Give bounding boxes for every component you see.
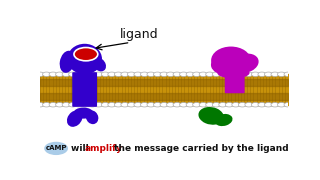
Circle shape bbox=[225, 103, 233, 107]
Circle shape bbox=[114, 72, 122, 76]
Circle shape bbox=[245, 72, 253, 76]
Text: the message carried by the ligand: the message carried by the ligand bbox=[111, 144, 289, 153]
Circle shape bbox=[62, 72, 70, 76]
Circle shape bbox=[49, 72, 57, 76]
Circle shape bbox=[264, 72, 272, 76]
Circle shape bbox=[252, 103, 259, 107]
Circle shape bbox=[160, 72, 168, 76]
Ellipse shape bbox=[67, 110, 83, 127]
Circle shape bbox=[134, 72, 142, 76]
Circle shape bbox=[121, 72, 129, 76]
Circle shape bbox=[173, 103, 181, 107]
Circle shape bbox=[238, 103, 246, 107]
Circle shape bbox=[95, 72, 103, 76]
Circle shape bbox=[238, 72, 246, 76]
Circle shape bbox=[56, 72, 64, 76]
Circle shape bbox=[101, 103, 109, 107]
Circle shape bbox=[193, 103, 201, 107]
Circle shape bbox=[62, 103, 70, 107]
Circle shape bbox=[56, 103, 64, 107]
Circle shape bbox=[166, 72, 174, 76]
Ellipse shape bbox=[211, 58, 231, 74]
Circle shape bbox=[225, 72, 233, 76]
Circle shape bbox=[166, 103, 174, 107]
Circle shape bbox=[127, 103, 135, 107]
Circle shape bbox=[232, 103, 240, 107]
Circle shape bbox=[258, 72, 266, 76]
Circle shape bbox=[88, 103, 96, 107]
Circle shape bbox=[264, 103, 272, 107]
Ellipse shape bbox=[211, 47, 251, 74]
Circle shape bbox=[180, 72, 188, 76]
Circle shape bbox=[212, 103, 220, 107]
FancyBboxPatch shape bbox=[225, 74, 244, 93]
Circle shape bbox=[75, 103, 83, 107]
Circle shape bbox=[140, 103, 148, 107]
FancyBboxPatch shape bbox=[72, 72, 97, 107]
Circle shape bbox=[82, 72, 90, 76]
Circle shape bbox=[277, 103, 285, 107]
Circle shape bbox=[101, 72, 109, 76]
Text: cAMP: cAMP bbox=[45, 145, 67, 151]
Ellipse shape bbox=[67, 44, 102, 74]
Ellipse shape bbox=[217, 67, 250, 78]
Circle shape bbox=[173, 72, 181, 76]
Circle shape bbox=[36, 72, 44, 76]
Circle shape bbox=[284, 103, 292, 107]
Text: will: will bbox=[70, 144, 92, 153]
Circle shape bbox=[180, 103, 188, 107]
Ellipse shape bbox=[86, 110, 98, 124]
Circle shape bbox=[186, 72, 194, 76]
Circle shape bbox=[160, 103, 168, 107]
Circle shape bbox=[108, 103, 116, 107]
Circle shape bbox=[140, 72, 148, 76]
Circle shape bbox=[271, 103, 279, 107]
Circle shape bbox=[127, 72, 135, 76]
Circle shape bbox=[147, 72, 155, 76]
Circle shape bbox=[186, 103, 194, 107]
Circle shape bbox=[44, 142, 68, 155]
Circle shape bbox=[36, 103, 44, 107]
Circle shape bbox=[69, 72, 76, 76]
Circle shape bbox=[199, 72, 207, 76]
Circle shape bbox=[193, 72, 201, 76]
Circle shape bbox=[43, 72, 51, 76]
Circle shape bbox=[75, 72, 83, 76]
Circle shape bbox=[121, 103, 129, 107]
Circle shape bbox=[284, 72, 292, 76]
Circle shape bbox=[154, 72, 162, 76]
Circle shape bbox=[232, 72, 240, 76]
Ellipse shape bbox=[198, 107, 224, 125]
Ellipse shape bbox=[93, 58, 106, 71]
Ellipse shape bbox=[214, 114, 233, 126]
Text: amplify: amplify bbox=[84, 144, 123, 153]
Circle shape bbox=[258, 103, 266, 107]
Circle shape bbox=[49, 103, 57, 107]
Circle shape bbox=[74, 48, 98, 61]
Circle shape bbox=[219, 72, 227, 76]
Circle shape bbox=[114, 103, 122, 107]
Circle shape bbox=[154, 103, 162, 107]
Circle shape bbox=[69, 103, 76, 107]
Circle shape bbox=[108, 72, 116, 76]
Circle shape bbox=[206, 72, 214, 76]
Ellipse shape bbox=[74, 107, 93, 119]
Circle shape bbox=[199, 103, 207, 107]
Circle shape bbox=[43, 103, 51, 107]
Circle shape bbox=[95, 103, 103, 107]
Ellipse shape bbox=[60, 51, 75, 73]
Ellipse shape bbox=[233, 54, 259, 73]
Circle shape bbox=[245, 103, 253, 107]
Circle shape bbox=[212, 72, 220, 76]
Circle shape bbox=[147, 103, 155, 107]
Circle shape bbox=[82, 103, 90, 107]
Circle shape bbox=[252, 72, 259, 76]
Circle shape bbox=[271, 72, 279, 76]
Circle shape bbox=[219, 103, 227, 107]
Text: ligand: ligand bbox=[120, 28, 158, 40]
Circle shape bbox=[277, 72, 285, 76]
Circle shape bbox=[134, 103, 142, 107]
Circle shape bbox=[88, 72, 96, 76]
Circle shape bbox=[206, 103, 214, 107]
